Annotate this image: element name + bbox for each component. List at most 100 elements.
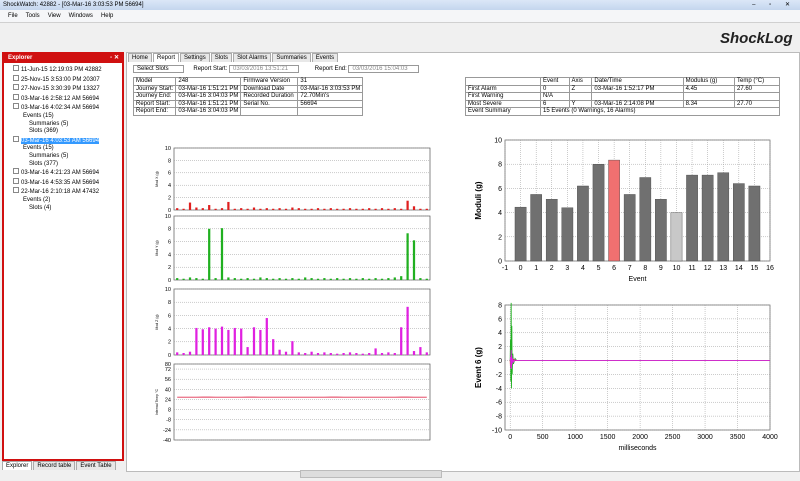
end-input[interactable]: 03/03/2016 15:04:03	[348, 65, 419, 73]
tree-label[interactable]: 03-Mar-16 2:58:12 AM 56694	[21, 95, 100, 102]
bar	[592, 163, 605, 262]
x-tick-label: 11	[688, 265, 695, 272]
tree-child-label[interactable]: Events (15)	[23, 112, 54, 119]
tree-child: Slots (4)	[7, 205, 122, 213]
bar	[717, 172, 730, 262]
explorer-tab[interactable]: Explorer	[2, 461, 33, 470]
bar	[387, 352, 390, 355]
bar	[227, 201, 230, 210]
bar	[348, 208, 352, 210]
menu-item[interactable]: Tools	[25, 13, 40, 19]
bar	[201, 278, 204, 280]
bar	[291, 341, 294, 355]
start-input[interactable]: 03/03/2016 13:51:21	[229, 65, 300, 73]
tree-label[interactable]: 03-Mar-16 4:03:53 AM 56694	[21, 137, 100, 144]
tree-icon	[13, 74, 19, 81]
tree-child-label[interactable]: Slots (369)	[29, 128, 59, 135]
tab[interactable]: Summaries	[272, 53, 311, 62]
tree-child-label[interactable]: Summaries (5)	[29, 152, 69, 159]
cell-text: 6	[543, 100, 547, 107]
table-row: Event Summary 15 Events (0 Warnings, 16 A…	[465, 107, 780, 116]
menu-item[interactable]: Help	[100, 13, 114, 19]
tab[interactable]: Events	[311, 53, 339, 62]
tab[interactable]: Slots	[210, 53, 233, 62]
tree-child-label[interactable]: Events (15)	[23, 145, 54, 152]
bar	[400, 327, 403, 355]
bar	[400, 208, 403, 210]
tree-label[interactable]: 27-Nov-15 3:30:39 PM 13327	[21, 86, 100, 93]
cell-text: 03-Mar-16 3:04:03 PM	[178, 93, 239, 99]
tree-child-label[interactable]: Slots (377)	[29, 160, 59, 167]
bar	[406, 306, 409, 355]
tree-child-label[interactable]: Events (2)	[23, 196, 51, 203]
tree-item: 03-Mar-16 4:02:34 AM 56694	[7, 103, 122, 113]
tree-icon	[13, 65, 19, 71]
tree-label[interactable]: 03-Mar-16 4:21:23 AM 56694	[21, 170, 100, 177]
cell-text: 27.70	[737, 100, 753, 107]
explorer-tab[interactable]: Record table	[33, 461, 76, 470]
tree-icon	[13, 93, 19, 100]
plot-area	[173, 288, 431, 356]
table-cell: 15 Events (0 Warnings, 16 Alarms)	[540, 107, 780, 116]
bar	[265, 278, 268, 280]
tree-child-label[interactable]: Summaries (5)	[29, 120, 69, 127]
bar	[252, 327, 256, 355]
header-text: Temp (°C)	[737, 78, 765, 84]
menu-item[interactable]: View	[47, 13, 61, 19]
tab[interactable]: Home	[128, 53, 153, 62]
bar	[310, 278, 313, 280]
bar	[188, 351, 192, 355]
tab[interactable]: Settings	[180, 53, 210, 62]
scrollbar[interactable]	[300, 470, 442, 478]
cell-text: 03-Mar-16 1:51:21 PM	[178, 85, 239, 92]
bar	[284, 278, 288, 280]
start-label: Report Start:	[193, 66, 228, 72]
bar	[195, 327, 198, 355]
select-slots[interactable]: Select Slots	[133, 65, 184, 73]
tree-label[interactable]: 25-Nov-15 3:53:00 PM 20307	[21, 76, 100, 83]
explorer-tab[interactable]: Event Table	[76, 461, 116, 470]
tree-label[interactable]: 03-Mar-16 4:02:34 AM 56694	[21, 105, 100, 112]
bar	[227, 329, 230, 355]
tree-label[interactable]: 03-Mar-16 4:53:35 AM 56694	[21, 179, 100, 186]
cell-text: Download Date	[243, 85, 285, 92]
bar	[329, 278, 332, 280]
bar	[393, 353, 396, 355]
logo: ShockLog	[720, 30, 793, 47]
tab[interactable]: Report	[153, 53, 180, 62]
y-tick-label: 8	[168, 158, 171, 164]
bar	[304, 277, 307, 280]
bar	[380, 278, 384, 280]
header-text: Axis	[571, 78, 583, 84]
cell-text: Recorded Duration	[243, 93, 294, 99]
tabs: Home Report Settings Slots Slot Alarms Summar…	[128, 53, 339, 62]
y-axis-label: Mod Y (g)	[155, 240, 159, 255]
y-tick-label: -40	[163, 438, 171, 444]
bar	[425, 352, 428, 355]
x-tick-label: -1	[502, 265, 508, 272]
event-table: Event Axis Date/Time Modulus (g) Temp (°C) Fi…	[465, 77, 780, 116]
bar	[406, 200, 409, 210]
tab[interactable]: Slot Alarms	[233, 53, 272, 62]
tree-label[interactable]: 11-Jun-15 12:19:03 PM 42882	[21, 67, 102, 73]
cell-text: N/A	[543, 93, 554, 99]
tree-label[interactable]: 22-Mar-16 2:10:18 AM 47432	[21, 189, 100, 196]
bar	[412, 351, 416, 355]
end-label: Report End:	[314, 66, 347, 72]
bar	[272, 339, 275, 355]
cell-text: Most Severe	[468, 100, 502, 107]
tree-item: 25-Nov-15 3:53:00 PM 20307	[7, 74, 122, 85]
bar	[655, 199, 667, 262]
bar	[214, 328, 217, 355]
menu-item[interactable]: Windows	[68, 13, 93, 19]
cell-text: 03-Mar-16 2:14:08 PM	[594, 100, 655, 107]
bar	[342, 208, 345, 210]
window-controls[interactable]: ‒ ▫ ✕	[752, 2, 796, 8]
tree-child-label[interactable]: Slots (4)	[29, 204, 52, 211]
y-tick-label: 6	[168, 171, 171, 177]
menu-item[interactable]: File	[8, 13, 18, 19]
x-tick-label: 15	[751, 265, 759, 272]
bar	[220, 326, 224, 355]
bar	[227, 277, 230, 280]
